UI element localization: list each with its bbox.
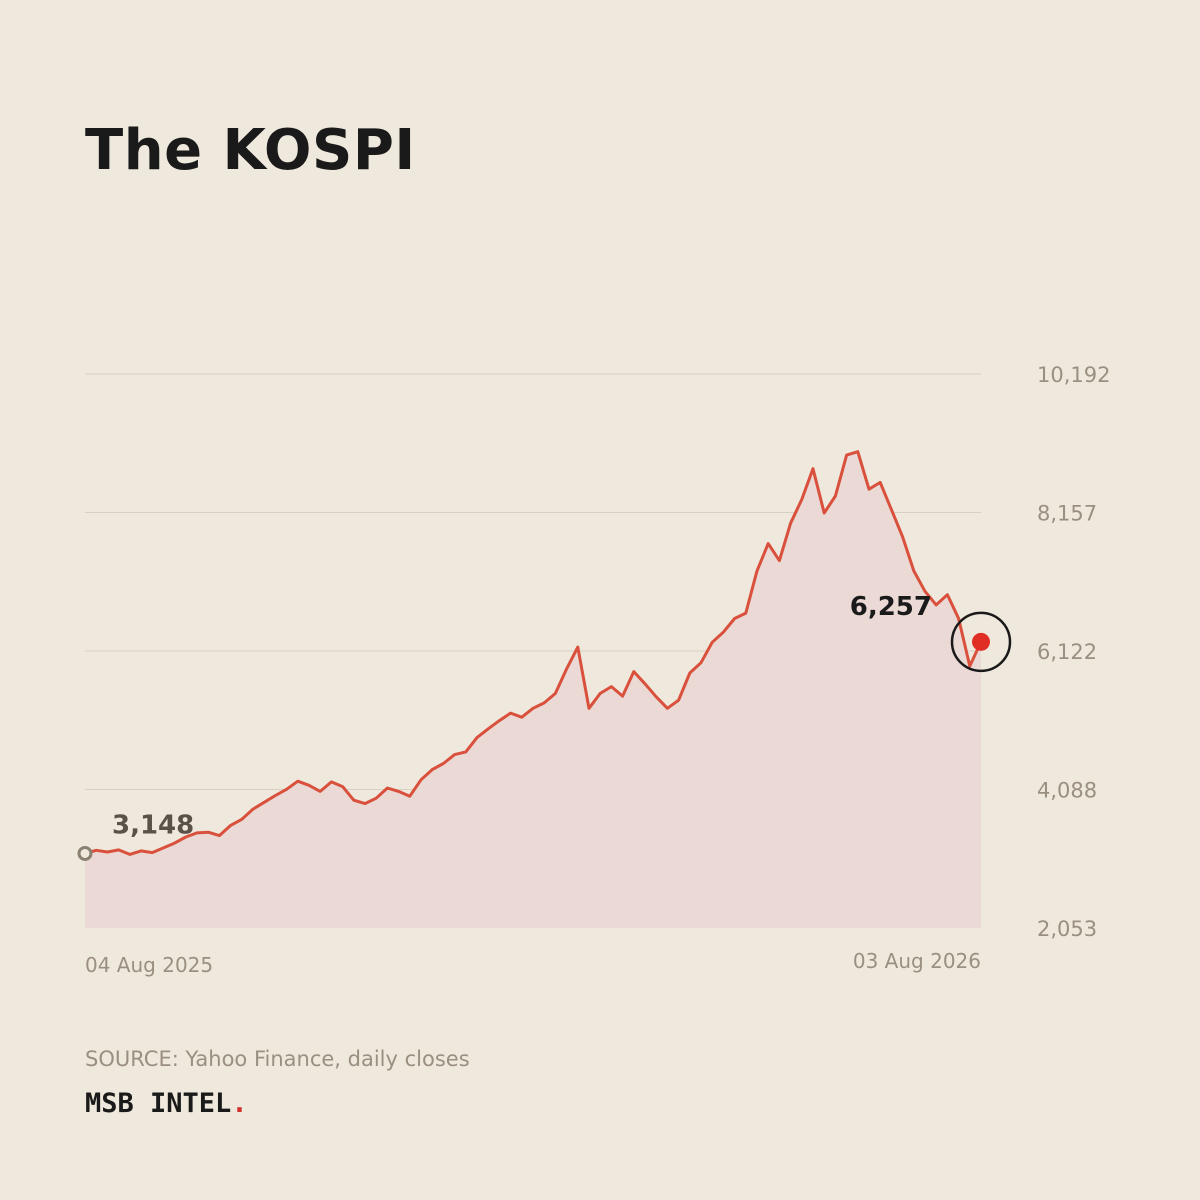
y-tick-label: 6,122	[1037, 640, 1097, 664]
y-tick-label: 10,192	[1037, 363, 1110, 387]
end-value-label: 6,257	[850, 592, 932, 622]
end-highlight-ring	[950, 611, 1012, 673]
y-tick-label: 4,088	[1037, 778, 1097, 802]
x-tick-start: 04 Aug 2025	[85, 953, 213, 977]
source-note: SOURCE: Yahoo Finance, daily closes	[85, 1047, 470, 1071]
price-line	[84, 450, 983, 856]
y-tick-label: 2,053	[1037, 917, 1097, 941]
y-axis-ticks: 10,192 8,157 6,122 4,088 2,053	[1037, 363, 1110, 941]
brand-logo: MSB INTEL.	[85, 1088, 248, 1119]
area-fill	[85, 451, 981, 928]
x-tick-end: 03 Aug 2026	[853, 949, 981, 973]
brand-dot: .	[231, 1088, 248, 1119]
start-marker	[77, 845, 93, 861]
start-value-label: 3,148	[112, 810, 194, 840]
chart-title: The KOSPI	[85, 118, 416, 183]
y-tick-label: 8,157	[1037, 502, 1097, 526]
brand-name: MSB INTEL	[85, 1088, 232, 1119]
end-marker	[972, 632, 990, 651]
